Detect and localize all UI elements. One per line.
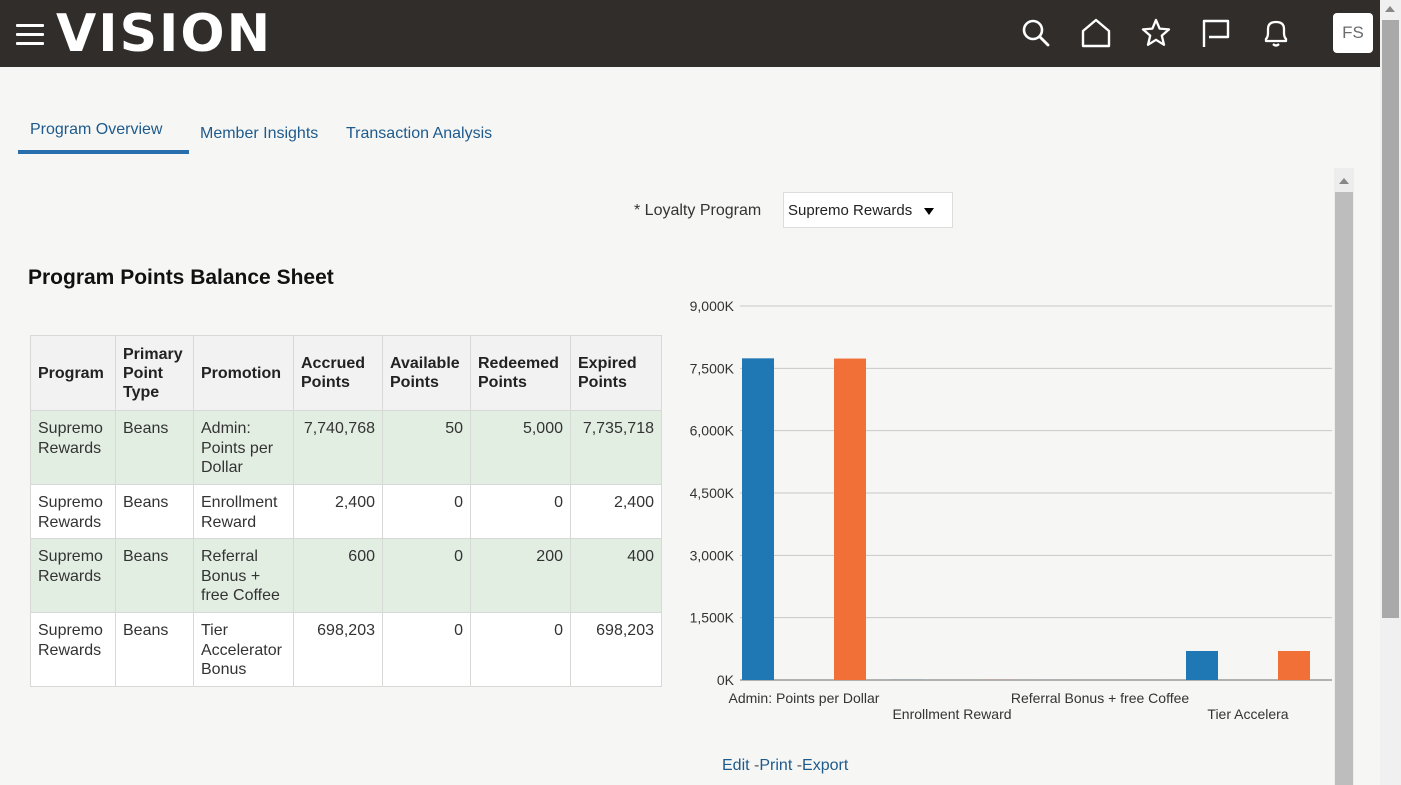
export-link[interactable]: Export [802, 757, 849, 774]
cell-redeemed: 0 [470, 612, 571, 687]
scrollbar-thumb[interactable] [1382, 20, 1399, 618]
chart-bar [834, 358, 866, 680]
loyalty-program-label: * Loyalty Program [634, 202, 762, 219]
table-row[interactable]: Supremo Rewards Beans Admin: Points per … [30, 410, 662, 485]
flag-icon[interactable] [1200, 17, 1232, 49]
tab-transaction-analysis[interactable]: Transaction Analysis [346, 125, 493, 142]
chart-bar [1186, 650, 1218, 680]
cell-expired: 400 [570, 538, 662, 613]
cell-accrued: 698,203 [293, 612, 383, 687]
cell-program: Supremo Rewards [30, 538, 116, 613]
chart-bar [742, 358, 774, 680]
y-tick-label: 3,000K [690, 547, 735, 563]
home-icon[interactable] [1080, 17, 1112, 49]
y-tick-label: 9,000K [690, 298, 735, 314]
page-scrollbar[interactable] [1380, 0, 1401, 785]
cell-point-type: Beans [115, 484, 194, 539]
points-bar-chart[interactable]: 0K 1,500K 3,000K 4,500K 6,000K 7,500K 9,000K Ad… [670, 285, 1340, 735]
cell-program: Supremo Rewards [30, 484, 116, 539]
chart-actions: Edit -Print -Export [722, 757, 848, 775]
separator: - [754, 757, 760, 774]
table-row[interactable]: Supremo Rewards Beans Referral Bonus + f… [30, 538, 662, 613]
loyalty-program-value: Supremo Rewards [788, 202, 913, 219]
y-tick-label: 7,500K [690, 360, 735, 376]
y-tick-label: 1,500K [690, 610, 735, 626]
cell-redeemed: 0 [470, 484, 571, 539]
separator: - [796, 757, 803, 774]
cell-available: 0 [382, 538, 471, 613]
cell-expired: 2,400 [570, 484, 662, 539]
cell-redeemed: 5,000 [470, 410, 571, 485]
loyalty-program-select[interactable]: Supremo Rewards [783, 192, 953, 228]
dropdown-arrow-icon[interactable] [924, 208, 934, 215]
cell-promotion: Tier Accelerator Bonus [193, 612, 294, 687]
column-header[interactable]: Expired Points [570, 335, 662, 411]
active-tab-indicator [18, 150, 189, 154]
cell-available: 0 [382, 484, 471, 539]
cell-point-type: Beans [115, 538, 194, 613]
cell-expired: 698,203 [570, 612, 662, 687]
column-header[interactable]: Available Points [382, 335, 471, 411]
scroll-up-arrow-icon[interactable] [1339, 178, 1349, 184]
cell-program: Supremo Rewards [30, 410, 116, 485]
cell-promotion: Referral Bonus + free Coffee [193, 538, 294, 613]
points-balance-table: Program Primary Point Type Promotion Acc… [30, 335, 662, 687]
cell-accrued: 7,740,768 [293, 410, 383, 485]
cell-point-type: Beans [115, 410, 194, 485]
x-category-label: Enrollment Reward [892, 706, 1011, 722]
vision-logo[interactable]: VISION [56, 4, 273, 64]
table-row[interactable]: Supremo Rewards Beans Tier Accelerator B… [30, 612, 662, 687]
hamburger-menu-icon[interactable] [16, 24, 44, 46]
cell-redeemed: 200 [470, 538, 571, 613]
tab-program-overview[interactable]: Program Overview [30, 121, 163, 138]
table-row[interactable]: Supremo Rewards Beans Enrollment Reward … [30, 484, 662, 539]
star-icon[interactable] [1140, 17, 1172, 49]
cell-promotion: Admin: Points per Dollar [193, 410, 294, 485]
content-scrollbar[interactable] [1334, 168, 1354, 785]
table-header-row: Program Primary Point Type Promotion Acc… [30, 335, 662, 411]
scrollbar-thumb[interactable] [1335, 192, 1353, 785]
x-category-label: Tier Accelera [1207, 706, 1288, 722]
cell-accrued: 600 [293, 538, 383, 613]
section-title: Program Points Balance Sheet [28, 266, 334, 289]
cell-expired: 7,735,718 [570, 410, 662, 485]
x-category-label: Referral Bonus + free Coffee [1011, 690, 1190, 706]
user-avatar[interactable]: FS [1333, 13, 1373, 53]
chart-svg: 0K 1,500K 3,000K 4,500K 6,000K 7,500K 9,000K Ad… [690, 298, 1332, 722]
top-navigation-bar: VISION FS [0, 0, 1380, 67]
bell-icon[interactable] [1260, 17, 1292, 49]
y-tick-label: 0K [717, 672, 735, 688]
edit-link[interactable]: Edit [722, 757, 750, 774]
print-link[interactable]: Print [759, 757, 793, 774]
column-header[interactable]: Accrued Points [293, 335, 383, 411]
y-tick-label: 6,000K [690, 423, 735, 439]
search-icon[interactable] [1019, 17, 1051, 49]
cell-available: 0 [382, 612, 471, 687]
y-tick-label: 4,500K [690, 485, 735, 501]
cell-promotion: Enrollment Reward [193, 484, 294, 539]
cell-available: 50 [382, 410, 471, 485]
cell-point-type: Beans [115, 612, 194, 687]
column-header[interactable]: Program [30, 335, 116, 411]
column-header[interactable]: Primary Point Type [115, 335, 194, 411]
x-category-label: Admin: Points per Dollar [729, 690, 880, 706]
column-header[interactable]: Redeemed Points [470, 335, 571, 411]
cell-program: Supremo Rewards [30, 612, 116, 687]
column-header[interactable]: Promotion [193, 335, 294, 411]
chart-bar [1278, 650, 1310, 680]
tab-member-insights[interactable]: Member Insights [200, 125, 319, 142]
scroll-up-arrow-icon[interactable] [1385, 6, 1395, 12]
cell-accrued: 2,400 [293, 484, 383, 539]
